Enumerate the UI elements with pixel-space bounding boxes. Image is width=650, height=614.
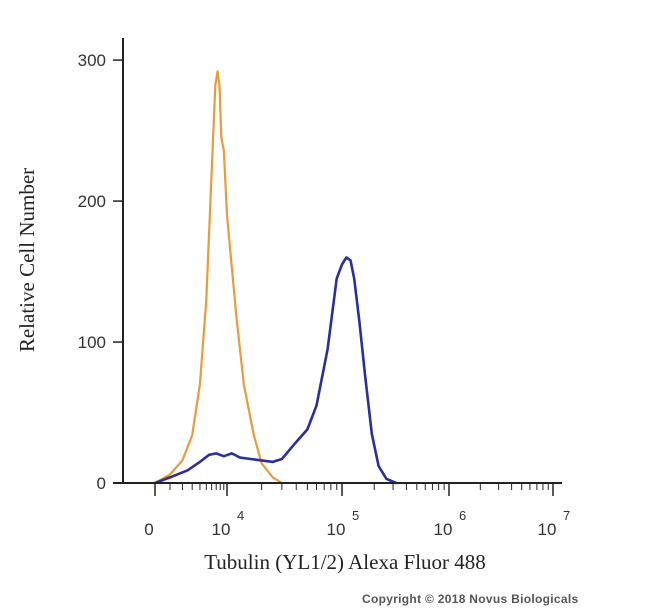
series-line-1	[153, 70, 283, 485]
copyright-notice: Copyright © 2018 Novus Biologicals	[362, 592, 579, 606]
series-line-2	[153, 256, 398, 485]
series-layer	[153, 70, 398, 485]
x-tick-label: 0	[144, 520, 153, 539]
x-tick-exponent: 6	[459, 508, 466, 523]
x-tick-label: 10	[327, 520, 346, 539]
x-tick-label: 10	[434, 520, 453, 539]
y-tick-label: 100	[78, 333, 106, 352]
x-tick-exponent: 4	[237, 508, 244, 523]
x-tick-exponent: 7	[563, 508, 570, 523]
x-tick-label: 10	[538, 520, 557, 539]
x-axis-ticks: 0 10 4 10 5 10 6 10 7	[144, 483, 570, 539]
x-tick-exponent: 5	[352, 508, 359, 523]
y-tick-label: 300	[78, 51, 106, 70]
x-tick-label: 10	[212, 520, 231, 539]
y-axis-title: Relative Cell Number	[15, 168, 39, 352]
x-axis-title: Tubulin (YL1/2) Alexa Fluor 488	[204, 550, 486, 574]
y-axis-ticks: 0 100 200 300	[78, 51, 123, 493]
y-tick-label: 200	[78, 192, 106, 211]
y-tick-label: 0	[97, 474, 106, 493]
